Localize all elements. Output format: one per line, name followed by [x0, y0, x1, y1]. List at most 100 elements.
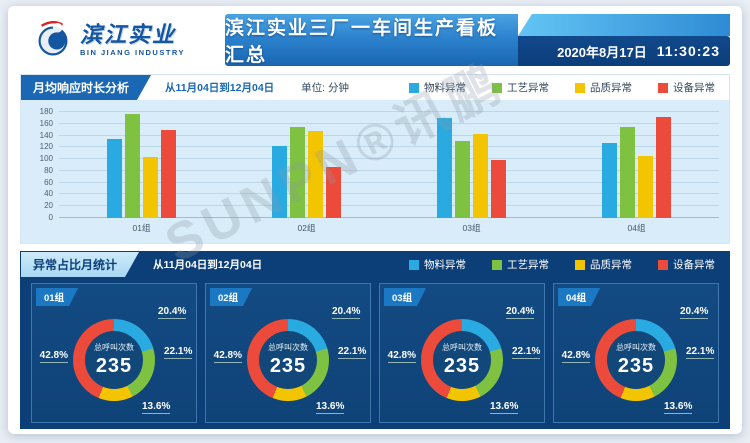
pct-label-equipment: 42.8%	[39, 350, 68, 363]
page-title: 滨江实业三厂一车间生产看板汇总	[225, 18, 499, 66]
y-tick-label: 40	[44, 189, 53, 199]
pct-label-material: 20.4%	[506, 306, 535, 319]
panel1-header: 月均响应时长分析 从11月04日到12月04日 单位: 分钟 物料异常 工艺异常…	[21, 75, 729, 100]
x-label-03: 03组	[462, 223, 481, 233]
legend-item-equipment[interactable]: 设备异常	[658, 257, 715, 272]
bar	[473, 133, 488, 218]
bar-chart-area: 0 20 40 60 80 100 120 140 160 180 01组 02组 03组 04组	[21, 100, 729, 243]
legend-item-quality[interactable]: 品质异常	[575, 80, 632, 95]
donut-chart: 总呼叫次数 235 20.4% 22.1% 13.6% 42.8%	[380, 302, 544, 418]
datetime-strip: 2020年8月17日 11:30:23	[518, 36, 730, 66]
panel2-date-range: 从11月04日到12月04日	[153, 259, 263, 271]
pct-label-process: 22.1%	[338, 346, 367, 359]
pct-label-process: 22.1%	[686, 346, 715, 359]
bar	[491, 159, 506, 218]
y-tick-label: 180	[39, 107, 53, 116]
legend-item-quality[interactable]: 品质异常	[575, 257, 632, 272]
header-banner: 滨江实业三厂一车间生产看板汇总 2020年8月17日 11:30:23	[225, 14, 730, 66]
donut-chart: 总呼叫次数 235 20.4% 22.1% 13.6% 42.8%	[206, 302, 370, 418]
bar	[638, 156, 653, 218]
header: 滨江实业 BIN JIANG INDUSTRY 滨江实业三厂一车间生产看板汇总 …	[20, 14, 730, 66]
panel-response-time: 月均响应时长分析 从11月04日到12月04日 单位: 分钟 物料异常 工艺异常…	[20, 74, 730, 244]
donut-center-label: 总呼叫次数	[616, 343, 656, 352]
process-swatch	[492, 82, 502, 93]
pct-label-quality: 13.6%	[316, 401, 345, 414]
material-swatch	[409, 82, 419, 93]
y-tick-label: 160	[39, 118, 53, 128]
donut-cards: 01组 总呼叫次数 235 20.4% 22.1% 13.6% 42.8% 02…	[21, 277, 729, 423]
bar	[656, 116, 671, 218]
donut-total: 235	[95, 355, 133, 377]
legend-item-material[interactable]: 物料异常	[409, 257, 466, 272]
bar	[290, 126, 305, 218]
donut-card-02: 02组 总呼叫次数 235 20.4% 22.1% 13.6% 42.8%	[205, 283, 371, 423]
gridline	[59, 122, 719, 124]
bar	[308, 130, 323, 218]
donut-card-01: 01组 总呼叫次数 235 20.4% 22.1% 13.6% 42.8%	[31, 283, 197, 423]
bar-group-03	[389, 112, 554, 218]
legend-label: 工艺异常	[507, 82, 549, 94]
gridline	[59, 181, 719, 183]
legend-item-process[interactable]: 工艺异常	[492, 257, 549, 272]
panel2-title-tab: 异常占比月统计	[21, 252, 139, 277]
panel2-header: 异常占比月统计 从11月04日到12月04日 物料异常 工艺异常 品质异常 设备…	[21, 252, 729, 277]
donut-ring: 总呼叫次数 235	[247, 319, 329, 401]
donut-hole: 总呼叫次数 235	[433, 331, 491, 389]
logo-subtitle: BIN JIANG INDUSTRY	[80, 47, 186, 57]
gridline	[59, 158, 719, 160]
gridline	[59, 146, 719, 148]
bar	[326, 166, 341, 218]
donut-total: 235	[269, 355, 307, 377]
header-top-stripe	[518, 14, 730, 36]
donut-ring: 总呼叫次数 235	[421, 319, 503, 401]
bar	[602, 142, 617, 218]
current-time: 11:30:23	[656, 43, 720, 59]
pct-label-quality: 13.6%	[490, 401, 519, 414]
legend-item-equipment[interactable]: 设备异常	[658, 80, 715, 95]
y-tick-label: 20	[44, 201, 53, 211]
bar	[620, 126, 635, 218]
donut-hole: 总呼叫次数 235	[259, 331, 317, 389]
gridline	[59, 193, 719, 195]
donut-center-label: 总呼叫次数	[268, 343, 308, 352]
process-swatch	[492, 259, 502, 270]
donut-center-label: 总呼叫次数	[94, 343, 134, 352]
legend-label: 设备异常	[673, 259, 715, 271]
pct-label-equipment: 42.8%	[387, 350, 416, 363]
pct-label-equipment: 42.8%	[561, 350, 590, 363]
group-badge: 01组	[36, 288, 78, 306]
title-banner: 滨江实业三厂一车间生产看板汇总	[225, 14, 518, 66]
bar-group-01	[59, 112, 224, 218]
pct-label-process: 22.1%	[512, 346, 541, 359]
y-tick-label: 0	[48, 213, 53, 222]
legend-item-process[interactable]: 工艺异常	[492, 80, 549, 95]
donut-ring: 总呼叫次数 235	[595, 319, 677, 401]
legend-item-material[interactable]: 物料异常	[409, 80, 466, 95]
current-date: 2020年8月17日	[557, 44, 647, 60]
donut-chart: 总呼叫次数 235 20.4% 22.1% 13.6% 42.8%	[554, 302, 718, 418]
donut-hole: 总呼叫次数 235	[85, 331, 143, 389]
gridline	[59, 169, 719, 171]
gridline	[59, 111, 719, 112]
panel1-date-range: 从11月04日到12月04日	[165, 82, 275, 94]
y-tick-label: 60	[44, 177, 53, 187]
pct-label-quality: 13.6%	[664, 401, 693, 414]
company-logo: 滨江实业 BIN JIANG INDUSTRY	[20, 14, 225, 66]
group-badge: 04组	[558, 288, 600, 306]
bar	[455, 141, 470, 218]
quality-swatch	[575, 259, 585, 270]
x-label-04: 04组	[627, 223, 646, 233]
donut-ring: 总呼叫次数 235	[73, 319, 155, 401]
y-tick-label: 140	[39, 130, 53, 140]
donut-hole: 总呼叫次数 235	[607, 331, 665, 389]
legend-label: 品质异常	[590, 259, 632, 271]
gridline	[59, 134, 719, 136]
bar-chart-plot: 0 20 40 60 80 100 120 140 160 180	[40, 107, 719, 222]
dashboard: 滨江实业 BIN JIANG INDUSTRY 滨江实业三厂一车间生产看板汇总 …	[8, 6, 742, 434]
legend-label: 设备异常	[673, 82, 715, 94]
pct-label-material: 20.4%	[332, 306, 361, 319]
y-tick-label: 120	[39, 142, 53, 152]
panel1-title-tab: 月均响应时长分析	[21, 75, 151, 100]
bar	[143, 157, 158, 218]
pct-label-material: 20.4%	[680, 306, 709, 319]
